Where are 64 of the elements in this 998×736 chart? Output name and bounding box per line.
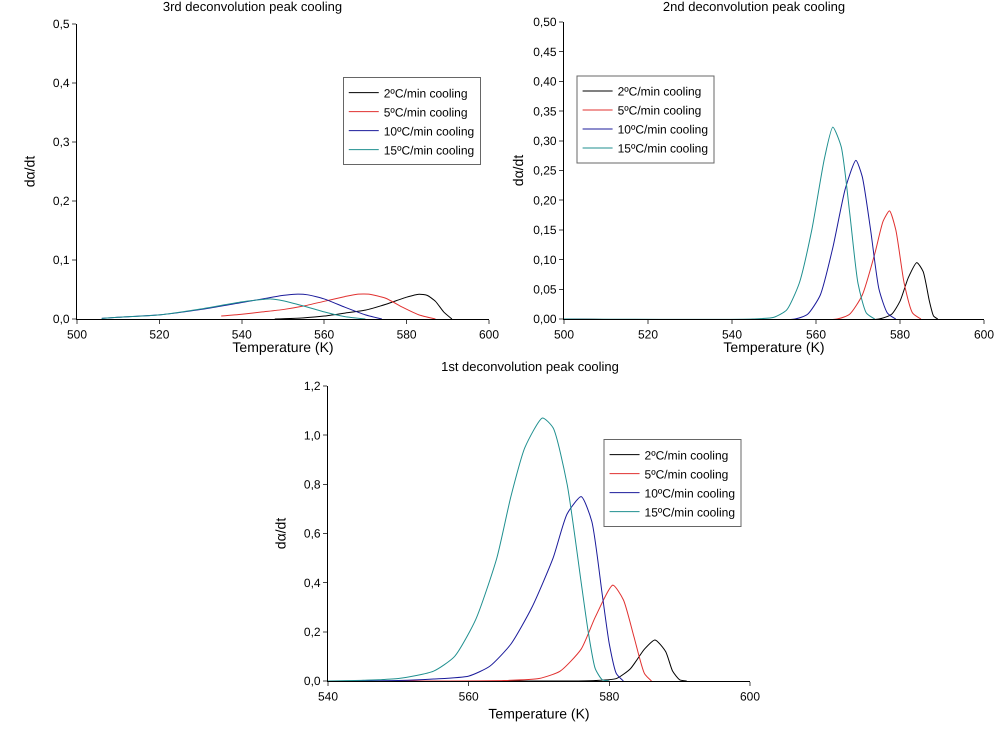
x-tick-label: 540 — [722, 327, 742, 342]
x-axis-title: Temperature (K) — [488, 706, 590, 722]
y-tick-label: 1,0 — [304, 428, 321, 442]
y-axis-title: dα/dt — [510, 154, 526, 186]
x-tick-label: 600 — [740, 689, 760, 704]
y-tick-label: 0,0 — [52, 312, 70, 326]
x-axis-title: Temperature (K) — [232, 339, 334, 355]
x-tick-label: 520 — [638, 327, 658, 342]
x-tick-label: 500 — [554, 327, 574, 342]
y-tick-label: 0,20 — [533, 193, 557, 208]
x-tick-label: 500 — [66, 327, 88, 342]
legend-label: 2ºC/min cooling — [384, 86, 468, 100]
y-tick-label: 0,30 — [533, 134, 557, 148]
y-tick-label: 0,8 — [304, 478, 321, 492]
legend-label: 5ºC/min cooling — [644, 467, 728, 482]
x-tick-label: 580 — [599, 689, 620, 704]
y-tick-label: 0,35 — [533, 104, 557, 118]
legend-label: 10ºC/min cooling — [618, 122, 708, 137]
x-tick-label: 560 — [458, 689, 479, 704]
y-tick-label: 0,40 — [533, 74, 557, 89]
y-tick-label: 0,2 — [304, 625, 321, 640]
legend-label: 2ºC/min cooling — [644, 448, 728, 462]
y-tick-label: 0,15 — [533, 223, 557, 238]
x-tick-label: 600 — [478, 327, 500, 342]
y-axis-title: dα/dt — [272, 518, 289, 550]
y-axis-title: dα/dt — [22, 156, 38, 188]
legend-label: 5ºC/min cooling — [384, 105, 468, 120]
legend-label: 15ºC/min cooling — [618, 142, 708, 156]
y-tick-label: 0,45 — [533, 44, 557, 59]
x-tick-label: 560 — [314, 327, 335, 342]
y-tick-label: 1,2 — [304, 379, 321, 394]
y-tick-label: 0,50 — [533, 15, 557, 30]
y-tick-label: 0,25 — [533, 164, 557, 178]
x-tick-label: 520 — [149, 327, 170, 342]
legend-label: 10ºC/min cooling — [644, 486, 735, 500]
line-series — [101, 298, 366, 319]
legend-label: 15ºC/min cooling — [644, 505, 735, 520]
line-series — [328, 417, 610, 681]
y-tick-label: 0,10 — [533, 252, 557, 267]
y-tick-label: 0,4 — [52, 76, 70, 90]
y-tick-label: 0,1 — [52, 253, 70, 268]
chart-title: 2nd deconvolution peak cooling — [662, 0, 846, 14]
legend-label: 10ºC/min cooling — [384, 124, 474, 138]
x-tick-label: 560 — [806, 327, 826, 342]
legend-label: 2ºC/min cooling — [618, 84, 702, 99]
x-axis-title: Temperature (K) — [723, 339, 825, 355]
legend-label: 15ºC/min cooling — [384, 143, 474, 158]
y-tick-label: 0,05 — [533, 282, 557, 296]
y-tick-label: 0,3 — [52, 135, 70, 150]
legend-label: 5ºC/min cooling — [618, 104, 702, 118]
y-tick-label: 0,00 — [533, 312, 557, 326]
chart-title: 3rd deconvolution peak cooling — [162, 0, 342, 14]
y-tick-label: 0,6 — [304, 526, 321, 541]
y-tick-label: 0,0 — [304, 674, 321, 688]
chart-title: 1st deconvolution peak cooling — [441, 358, 619, 374]
y-tick-label: 0,5 — [52, 17, 70, 32]
x-tick-label: 580 — [396, 327, 417, 342]
y-tick-label: 0,4 — [304, 576, 321, 590]
x-tick-label: 540 — [318, 689, 338, 704]
x-tick-label: 580 — [890, 327, 910, 342]
line-series — [220, 294, 436, 319]
x-tick-label: 540 — [232, 327, 252, 342]
y-tick-label: 0,2 — [52, 194, 70, 208]
x-tick-label: 600 — [974, 327, 994, 342]
